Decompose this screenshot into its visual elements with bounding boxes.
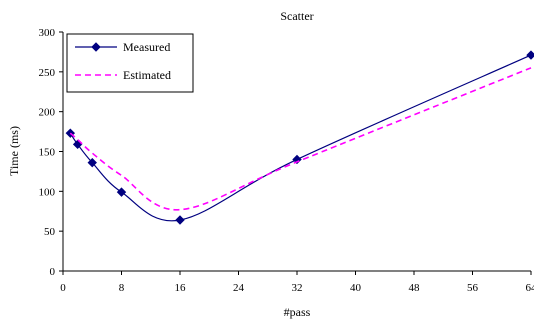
- x-tick-label: 48: [409, 282, 421, 294]
- x-tick-label: 64: [526, 282, 534, 294]
- y-tick-label: 0: [50, 266, 56, 278]
- x-tick-label: 16: [175, 282, 187, 294]
- data-point-measured: [527, 51, 534, 59]
- x-tick-label: 40: [350, 282, 362, 294]
- y-tick-label: 200: [39, 107, 56, 119]
- x-tick-label: 8: [119, 282, 125, 294]
- y-tick-label: 250: [39, 67, 56, 79]
- legend: Measured Estimated: [67, 34, 193, 92]
- x-tick-label: 32: [292, 282, 303, 294]
- legend-label-estimated: Estimated: [123, 68, 171, 82]
- x-tick-label: 0: [60, 282, 66, 294]
- y-tick-label: 100: [39, 186, 56, 198]
- x-axis-title: #pass: [284, 305, 311, 319]
- legend-label-measured: Measured: [123, 40, 170, 54]
- y-tick-label: 150: [39, 147, 56, 159]
- y-tick-label: 50: [44, 226, 56, 238]
- x-tick-label: 56: [467, 282, 479, 294]
- data-point-measured: [176, 216, 184, 224]
- y-axis-title: Time (ms): [7, 126, 21, 176]
- y-tick-label: 300: [39, 27, 56, 39]
- x-tick-label: 24: [233, 282, 245, 294]
- data-point-measured: [118, 188, 126, 196]
- chart-title: Scatter: [280, 9, 313, 23]
